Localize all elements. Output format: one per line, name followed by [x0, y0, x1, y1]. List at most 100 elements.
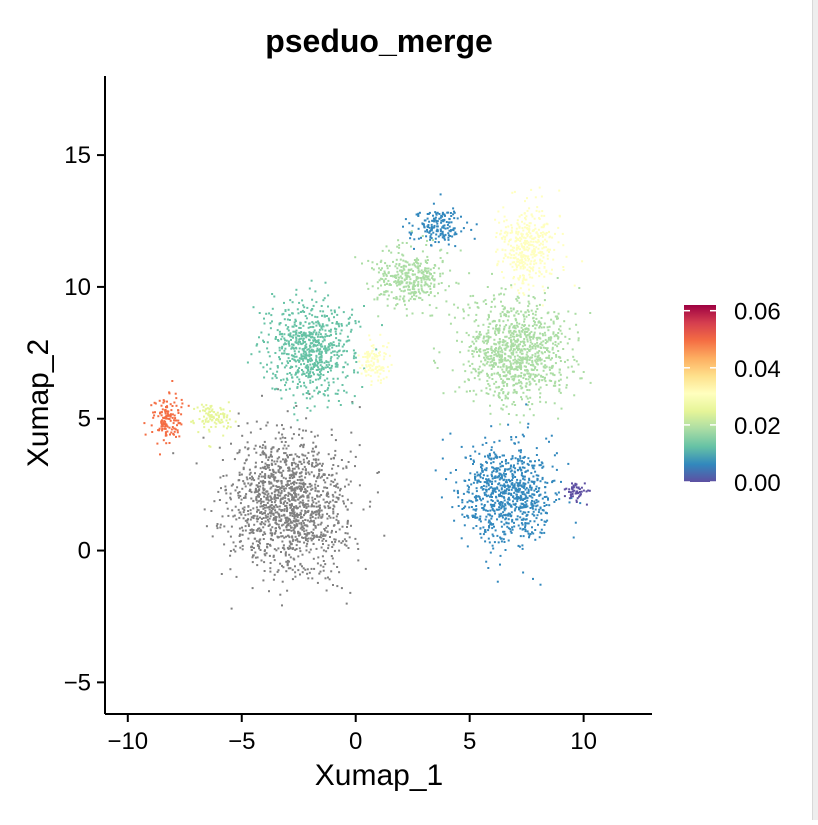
data-point — [306, 407, 309, 409]
data-point — [513, 375, 516, 378]
data-point — [421, 298, 424, 301]
data-point — [516, 515, 519, 518]
data-point — [296, 308, 299, 311]
data-point — [291, 568, 294, 571]
data-point — [473, 473, 476, 476]
data-point — [423, 225, 426, 228]
data-point — [278, 330, 281, 333]
data-point — [522, 356, 524, 359]
data-point — [331, 529, 333, 532]
data-point — [366, 355, 368, 358]
data-point — [485, 392, 488, 395]
data-point — [525, 215, 528, 218]
data-point — [208, 407, 211, 410]
data-point — [291, 509, 294, 512]
data-point — [498, 338, 501, 340]
data-point — [318, 504, 321, 507]
data-point — [287, 362, 290, 364]
data-point — [295, 486, 298, 489]
data-point — [306, 490, 309, 493]
data-point — [247, 523, 250, 526]
data-point — [548, 379, 551, 382]
data-point — [299, 533, 302, 536]
data-point — [316, 434, 319, 437]
data-point — [559, 325, 562, 328]
data-point — [264, 474, 267, 477]
data-point — [307, 505, 310, 508]
data-point — [327, 547, 330, 550]
data-point — [483, 505, 486, 508]
data-point — [367, 368, 370, 371]
data-point — [543, 531, 546, 534]
data-point — [492, 535, 495, 538]
data-point — [324, 529, 326, 532]
data-point — [555, 468, 558, 471]
data-point — [165, 414, 168, 417]
data-point — [143, 422, 146, 425]
data-point — [451, 369, 454, 372]
data-point — [417, 288, 420, 291]
data-point — [258, 545, 261, 548]
data-point — [327, 371, 329, 373]
data-point — [507, 518, 510, 521]
data-point — [271, 534, 273, 537]
data-point — [513, 257, 516, 260]
data-point — [332, 341, 335, 344]
data-point — [299, 512, 302, 515]
data-point — [216, 418, 218, 421]
data-point — [268, 464, 271, 467]
data-point — [287, 548, 290, 550]
data-point — [484, 354, 487, 357]
data-point — [278, 356, 281, 359]
data-point — [417, 215, 420, 217]
data-point — [540, 512, 543, 515]
data-point — [440, 496, 443, 499]
data-point — [507, 243, 510, 246]
data-point — [304, 340, 307, 343]
data-point — [526, 209, 529, 212]
data-point — [289, 332, 292, 335]
data-point — [336, 351, 339, 354]
data-point — [270, 501, 273, 504]
data-point — [506, 319, 509, 322]
data-point — [259, 480, 262, 483]
data-point — [378, 293, 381, 296]
data-point — [544, 491, 547, 494]
data-point — [517, 358, 520, 361]
data-point — [367, 360, 370, 363]
data-point — [507, 522, 510, 525]
data-point — [249, 488, 252, 491]
data-point — [524, 259, 527, 262]
data-point — [533, 520, 536, 523]
data-point — [285, 339, 288, 342]
data-point — [343, 389, 346, 392]
data-point — [498, 221, 501, 224]
data-point — [299, 323, 302, 326]
data-point — [464, 370, 467, 373]
data-point — [323, 394, 326, 397]
data-point — [521, 250, 524, 253]
data-point — [548, 366, 551, 369]
data-point — [313, 435, 316, 438]
data-point — [429, 230, 431, 233]
data-point — [291, 301, 294, 304]
data-point — [519, 248, 521, 251]
data-point — [337, 400, 340, 402]
data-point — [464, 480, 467, 482]
data-point — [536, 359, 539, 362]
data-point — [330, 366, 333, 369]
data-point — [455, 281, 458, 284]
data-point — [191, 419, 194, 422]
data-point — [534, 310, 537, 313]
data-point — [316, 360, 319, 363]
data-point — [376, 369, 379, 372]
data-point — [280, 486, 282, 489]
data-point — [332, 495, 335, 498]
data-point — [502, 257, 505, 260]
data-point — [334, 454, 337, 457]
data-point — [321, 475, 323, 478]
data-point — [490, 345, 493, 348]
data-point — [498, 358, 501, 361]
data-point — [508, 240, 510, 243]
data-point — [514, 236, 517, 239]
